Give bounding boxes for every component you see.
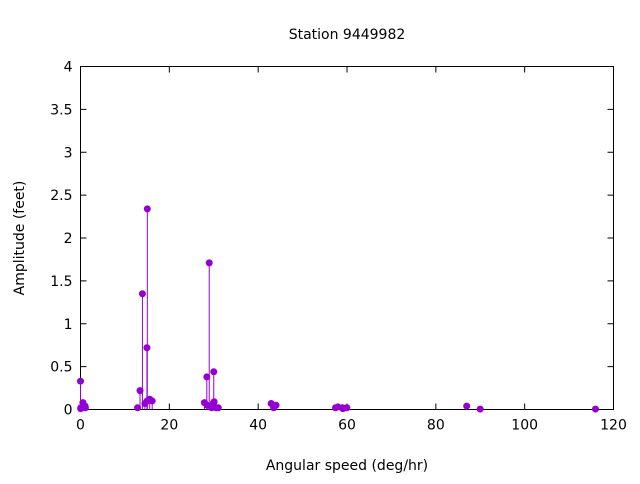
data-point xyxy=(205,259,213,267)
data-point xyxy=(210,368,218,376)
data-marks xyxy=(77,205,599,413)
data-point xyxy=(136,387,144,395)
data-point xyxy=(143,397,151,405)
y-tick-label: 3 xyxy=(64,145,73,161)
x-axis-label: Angular speed (deg/hr) xyxy=(266,458,428,474)
x-tick-label: 80 xyxy=(427,418,445,434)
y-tick-label: 1.5 xyxy=(50,274,72,290)
data-point xyxy=(210,398,218,406)
x-tick-label: 40 xyxy=(249,418,267,434)
data-point xyxy=(148,397,156,405)
x-axis-ticks: 0 20 40 60 80 100 120 xyxy=(76,66,627,434)
y-tick-label: 0 xyxy=(64,403,73,419)
data-point xyxy=(463,402,471,410)
data-point xyxy=(138,290,146,298)
data-point xyxy=(203,373,211,381)
x-tick-label: 100 xyxy=(511,418,538,434)
data-point xyxy=(77,377,84,385)
y-tick-label: 0.5 xyxy=(50,360,72,376)
data-point xyxy=(591,405,599,413)
y-tick-label: 2 xyxy=(64,231,73,247)
data-point xyxy=(272,401,280,409)
y-tick-label: 4 xyxy=(64,60,73,76)
data-point xyxy=(81,404,89,412)
data-point xyxy=(476,405,484,413)
plot-frame xyxy=(80,66,614,410)
data-point xyxy=(214,404,222,412)
data-point xyxy=(134,404,142,412)
x-tick-label: 20 xyxy=(160,418,178,434)
x-tick-label: 60 xyxy=(338,418,356,434)
chart-title: Station 9449982 xyxy=(289,27,406,43)
data-point xyxy=(343,404,351,412)
x-tick-label: 120 xyxy=(600,418,627,434)
y-axis-ticks: 0 0.5 1 1.5 2 2.5 3 3.5 4 xyxy=(50,60,614,419)
y-tick-label: 2.5 xyxy=(50,188,72,204)
y-tick-label: 1 xyxy=(64,317,73,333)
y-tick-label: 3.5 xyxy=(50,102,72,118)
x-tick-label: 0 xyxy=(76,418,85,434)
data-point xyxy=(143,205,151,213)
y-axis-label: Amplitude (feet) xyxy=(12,181,28,296)
